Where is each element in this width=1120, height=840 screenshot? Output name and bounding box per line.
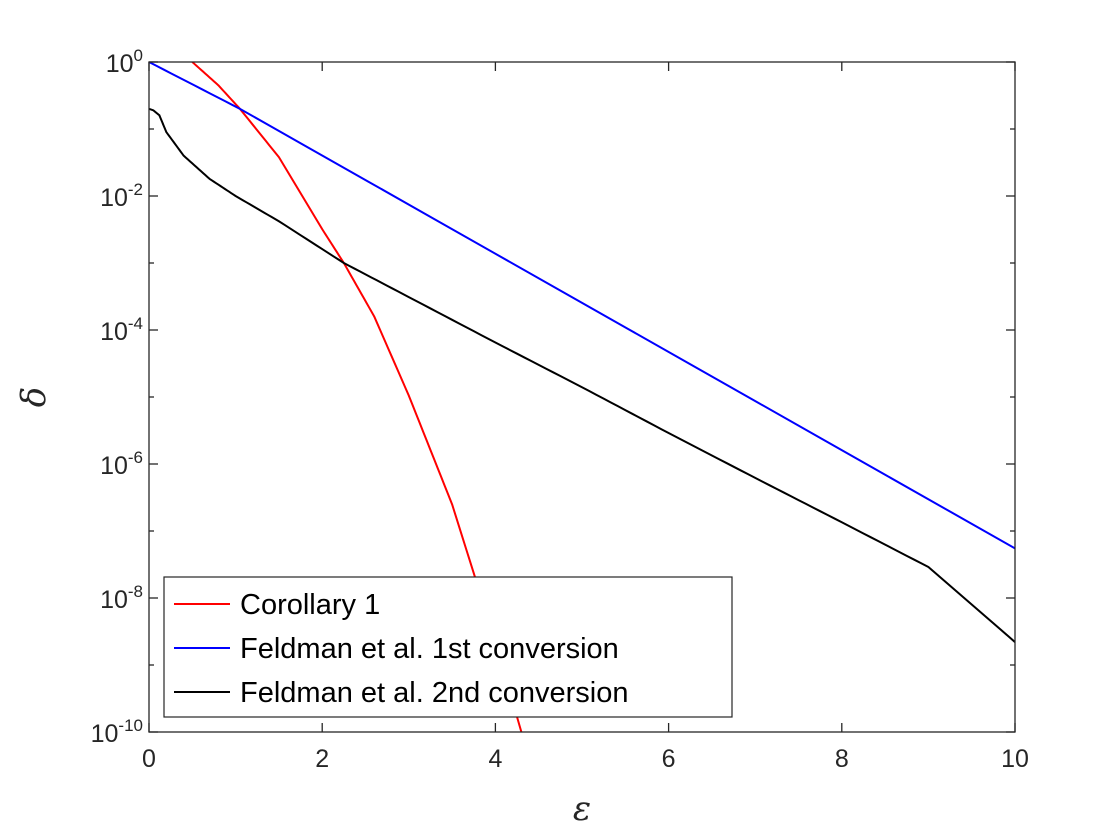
x-tick-label: 0: [142, 745, 156, 773]
y-tick-label: 10-8: [100, 582, 143, 614]
legend-box: [163, 576, 733, 718]
x-tick-label: 4: [488, 745, 502, 773]
y-tick-label: 10-2: [100, 180, 143, 212]
y-tick-label: 10-10: [91, 716, 143, 748]
legend-label-3: Feldman et al. 2nd conversion: [240, 677, 629, 709]
series-line-3: [149, 107, 1015, 643]
x-tick-label: 10: [1001, 745, 1029, 773]
axes-box: [148, 61, 1016, 733]
y-tick-label: 10-4: [100, 314, 143, 346]
x-tick-label: 8: [835, 745, 849, 773]
series-line-2: [149, 62, 1015, 550]
legend-label-1: Corollary 1: [240, 589, 380, 621]
x-tick-label: 2: [315, 745, 329, 773]
x-tick-label: 6: [662, 745, 676, 773]
y-tick-label: 100: [106, 46, 143, 78]
y-tick-label: 10-6: [100, 448, 143, 480]
y-axis-label: δ: [14, 387, 54, 407]
x-axis-label: ε: [573, 789, 591, 829]
legend: Corollary 1 Feldman et al. 1st conversion…: [163, 576, 733, 718]
legend-label-2: Feldman et al. 1st conversion: [240, 633, 619, 665]
